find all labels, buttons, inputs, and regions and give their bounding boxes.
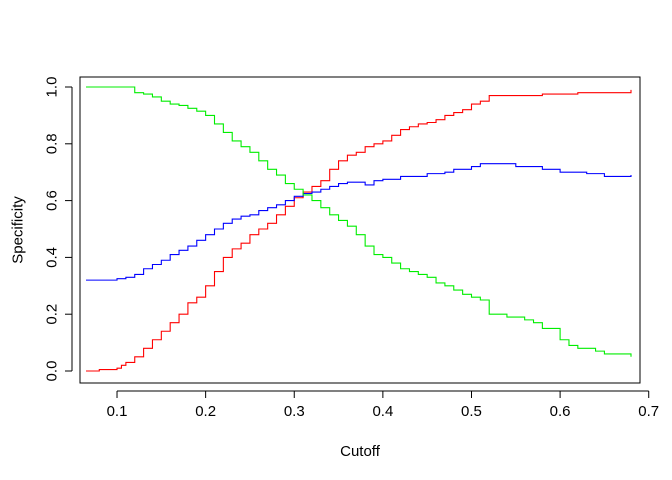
x-tick-label: 0.7 — [638, 403, 659, 420]
x-tick-label: 0.3 — [284, 403, 305, 420]
x-axis-title: Cutoff — [340, 443, 381, 460]
y-axis-title: Specificity — [10, 196, 27, 264]
series-line-2 — [86, 163, 632, 281]
x-axis: 0.1 0.2 0.3 0.4 0.5 0.6 0.7 — [107, 390, 659, 420]
x-tick-label: 0.1 — [107, 403, 128, 420]
series-line-3 — [86, 86, 632, 357]
y-tick-label: 0.2 — [44, 304, 61, 325]
x-tick-label: 0.4 — [372, 403, 393, 420]
y-tick-label: 0.0 — [44, 361, 61, 382]
x-tick-label: 0.6 — [550, 403, 571, 420]
y-axis: 0.0 0.2 0.4 0.6 0.8 1.0 — [44, 77, 73, 382]
y-tick-label: 0.8 — [44, 133, 61, 154]
series-layer — [86, 86, 632, 372]
x-tick-label: 0.2 — [195, 403, 216, 420]
series-line-1 — [86, 89, 632, 372]
y-tick-label: 0.4 — [44, 247, 61, 268]
plot-frame — [79, 76, 641, 384]
x-tick-label: 0.5 — [461, 403, 482, 420]
y-tick-label: 1.0 — [44, 77, 61, 98]
y-tick-label: 0.6 — [44, 190, 61, 211]
